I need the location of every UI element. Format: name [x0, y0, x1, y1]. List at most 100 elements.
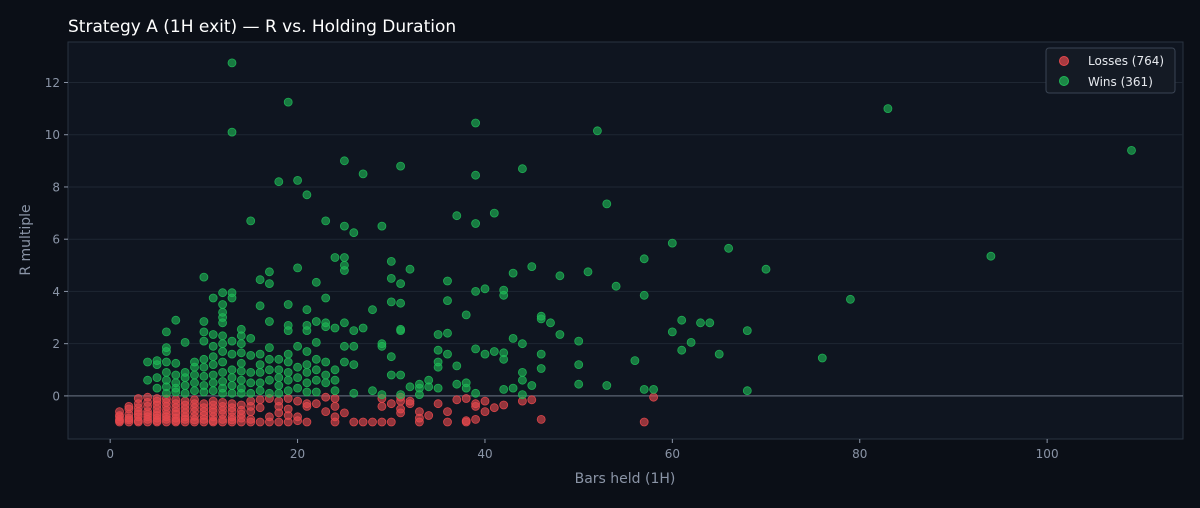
loss-point: [293, 412, 303, 422]
loss-point: [218, 397, 228, 407]
loss-point: [489, 403, 499, 413]
win-point: [518, 375, 527, 385]
win-point: [667, 238, 677, 248]
win-point: [161, 375, 171, 385]
loss-point: [461, 416, 471, 426]
loss-point: [246, 414, 256, 424]
win-point: [293, 383, 303, 393]
win-point: [311, 277, 321, 287]
win-point: [508, 268, 518, 278]
win-point: [171, 378, 181, 388]
win-point: [302, 367, 312, 377]
loss-point: [171, 395, 181, 405]
loss-point: [480, 396, 490, 406]
win-point: [639, 290, 649, 300]
win-point: [358, 169, 368, 179]
win-point: [255, 378, 265, 388]
x-tick-label: 20: [290, 447, 305, 461]
win-point: [686, 337, 696, 347]
loss-point: [471, 414, 481, 424]
win-point: [264, 388, 274, 398]
win-point: [396, 370, 406, 380]
win-point: [171, 358, 181, 368]
win-point: [321, 216, 331, 226]
win-point: [396, 324, 406, 334]
win-point: [321, 318, 331, 328]
win-point: [161, 357, 171, 367]
win-point: [264, 354, 274, 364]
loss-point: [396, 404, 406, 414]
win-point: [274, 373, 284, 383]
win-point: [180, 337, 190, 347]
win-point: [218, 307, 228, 317]
loss-point: [349, 417, 359, 427]
win-point: [742, 326, 752, 336]
win-point: [293, 175, 303, 185]
win-point: [452, 361, 462, 371]
axis-ticks: 0 2 4 6 8 10 12 0 20 40 60 80 100: [45, 76, 1059, 461]
win-point: [264, 279, 274, 289]
loss-point: [639, 417, 649, 427]
win-point: [227, 381, 237, 390]
win-point: [667, 327, 677, 337]
loss-point: [321, 392, 331, 402]
win-point: [339, 221, 349, 231]
win-point: [330, 323, 340, 333]
win-point: [199, 317, 209, 326]
win-point: [705, 318, 715, 328]
win-point: [480, 284, 490, 294]
loss-point: [386, 417, 396, 427]
win-point: [161, 327, 171, 337]
win-point: [414, 379, 424, 389]
win-point: [433, 345, 443, 355]
win-point: [471, 219, 481, 228]
win-point: [724, 243, 733, 253]
win-point: [349, 326, 359, 336]
win-point: [339, 253, 349, 262]
loss-point: [377, 417, 387, 427]
win-point: [302, 305, 312, 315]
win-point: [246, 216, 256, 226]
loss-point: [368, 417, 377, 427]
win-point: [246, 350, 256, 360]
win-point: [377, 221, 387, 231]
loss-point: [246, 396, 256, 406]
win-point: [218, 331, 228, 341]
win-point: [339, 260, 349, 270]
win-point: [302, 347, 312, 356]
win-point: [330, 253, 340, 262]
win-point: [274, 388, 284, 398]
win-point: [339, 357, 349, 367]
win-point: [264, 267, 274, 277]
win-point: [386, 297, 396, 307]
win-point: [236, 375, 246, 385]
y-tick-label: 6: [52, 233, 60, 247]
win-point: [471, 388, 481, 398]
loss-point: [443, 407, 452, 417]
win-point: [546, 318, 555, 328]
win-point: [452, 379, 462, 389]
win-point: [199, 381, 209, 390]
y-axis-label: R multiple: [18, 204, 34, 275]
win-point: [227, 349, 237, 359]
win-point: [499, 384, 509, 394]
win-point: [593, 126, 602, 136]
win-point: [714, 349, 724, 359]
win-point: [236, 339, 246, 349]
win-point: [368, 305, 377, 315]
win-point: [1127, 145, 1136, 155]
win-point: [208, 352, 218, 362]
win-point: [518, 339, 527, 349]
win-point: [471, 170, 481, 180]
win-point: [611, 281, 621, 291]
loss-point: [115, 407, 124, 417]
win-point: [152, 373, 162, 383]
win-point: [283, 97, 293, 107]
win-point: [208, 386, 218, 396]
legend-marker-losses: [1059, 56, 1069, 66]
y-tick-label: 4: [52, 285, 60, 299]
win-point: [283, 349, 293, 359]
win-point: [208, 360, 218, 370]
x-tick-label: 100: [1036, 447, 1059, 461]
